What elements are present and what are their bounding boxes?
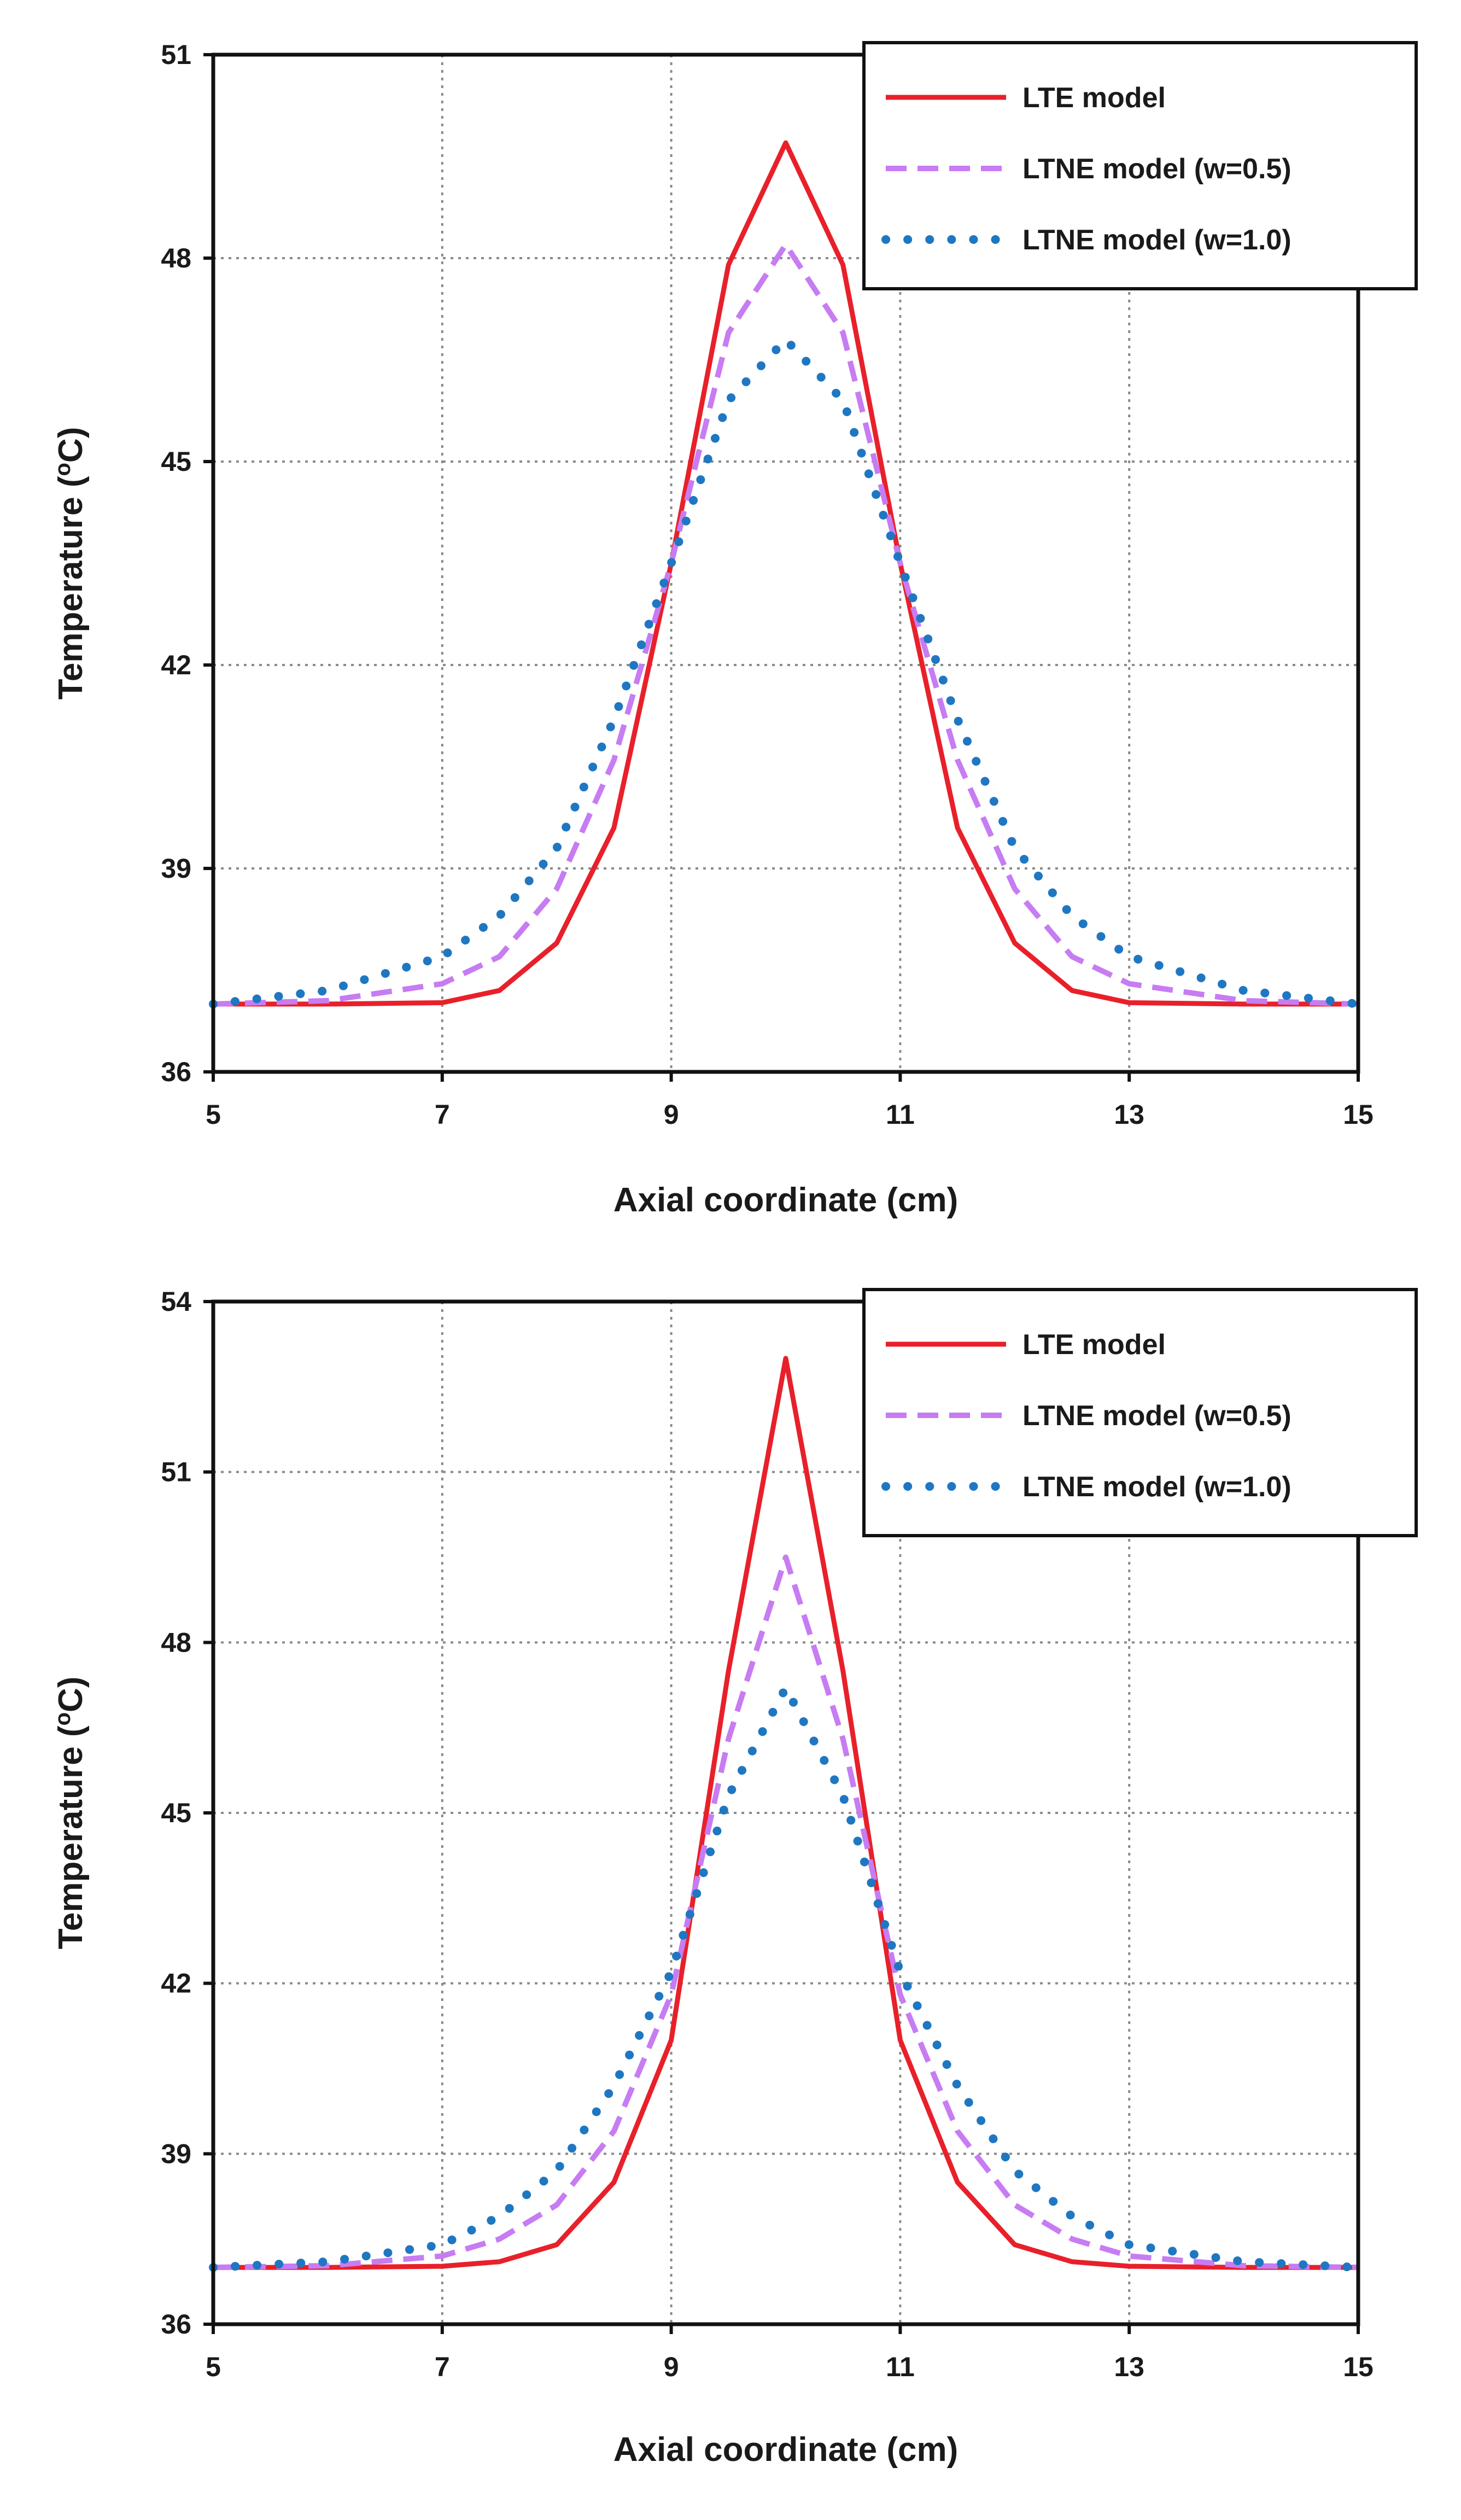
series-line-ltne-model-w-0-5 [213, 242, 1359, 1007]
x-tick-label: 7 [435, 2352, 450, 2382]
y-tick-label: 42 [161, 1968, 191, 1999]
series-line-lte-model [213, 140, 1358, 1007]
y-tick-label: 45 [161, 1798, 191, 1828]
legend-label-ltne-model-w-0-5: LTNE model (w=0.5) [1022, 1400, 1291, 1432]
y-tick-label: 48 [161, 243, 191, 273]
legend-label-ltne-model-w-1-0: LTNE model (w=1.0) [1022, 224, 1291, 256]
plot-frame [211, 1299, 1360, 2326]
series-line-lte-model [213, 1356, 1358, 2270]
legend-label-ltne-model-w-1-0: LTNE model (w=1.0) [1022, 1471, 1291, 1503]
y-axis-title-unit: C) [52, 427, 90, 463]
y-axis-title-degree: o [51, 1712, 75, 1725]
chart-bottom: 5 7 9 11 13 15 36 39 42 45 48 51 54 Axial coordinate … [51, 1286, 1418, 2469]
x-tick-label: 9 [664, 1099, 679, 1130]
legend-label-ltne-model-w-0-5: LTNE model (w=0.5) [1022, 153, 1291, 185]
y-tick-label: 51 [161, 39, 191, 70]
y-tick-label: 36 [161, 2309, 191, 2340]
x-axis-title: Axial coordinate (cm) [613, 1181, 958, 1219]
x-tick-label: 13 [1114, 2352, 1144, 2382]
y-tick-label: 39 [161, 2138, 191, 2169]
x-tick-label: 15 [1343, 2352, 1374, 2382]
x-tick-label: 5 [206, 2352, 221, 2382]
x-tick-label: 11 [886, 2352, 915, 2382]
y-axis-title-main: Temperature ( [52, 1725, 90, 1949]
x-tick-label: 13 [1114, 1099, 1144, 1130]
legend: LTE model LTNE model (w=0.5) LTNE model (w… [862, 41, 1418, 290]
plot-frame [211, 52, 1360, 1074]
y-axis-title: Temperature (oC) [51, 1677, 90, 1950]
series-line-ltne-model-w-1-0 [209, 335, 1363, 1008]
x-tick-label: 15 [1343, 1099, 1374, 1130]
x-tick-label: 7 [435, 1099, 450, 1130]
y-tick-label: 36 [161, 1057, 191, 1087]
series-line-ltne-model-w-0-5 [213, 1554, 1359, 2271]
y-axis-title-unit: C) [52, 1677, 90, 1712]
y-tick-label: 51 [161, 1457, 191, 1488]
y-tick-label: 48 [161, 1627, 191, 1658]
series-line-ltne-model-w-1-0 [209, 1683, 1363, 2272]
y-tick-label: 45 [161, 446, 191, 477]
y-axis-title-degree: o [51, 463, 75, 476]
y-axis-title-main: Temperature ( [52, 476, 90, 699]
y-tick-label: 39 [161, 853, 191, 884]
legend: LTE model LTNE model (w=0.5) LTNE model (w… [862, 1288, 1418, 1537]
x-tick-label: 9 [664, 2352, 679, 2382]
legend-label-lte-model: LTE model [1022, 1329, 1166, 1361]
x-axis-title: Axial coordinate (cm) [613, 2431, 958, 2469]
y-tick-label: 54 [161, 1286, 191, 1317]
y-axis-title: Temperature (oC) [51, 427, 90, 700]
chart-top: 5 7 9 11 13 15 36 39 42 45 48 51 Axial coordinate (c… [51, 39, 1418, 1219]
x-tick-label: 5 [206, 1099, 221, 1130]
legend-label-lte-model: LTE model [1022, 82, 1166, 114]
y-tick-label: 42 [161, 650, 191, 680]
x-tick-label: 11 [886, 1099, 915, 1130]
